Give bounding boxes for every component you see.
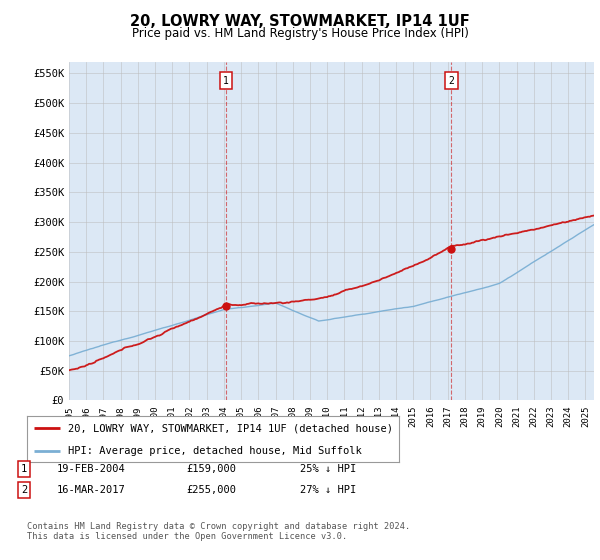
Text: Price paid vs. HM Land Registry's House Price Index (HPI): Price paid vs. HM Land Registry's House … [131, 27, 469, 40]
Text: 25% ↓ HPI: 25% ↓ HPI [300, 464, 356, 474]
Text: 1: 1 [21, 464, 27, 474]
Text: 27% ↓ HPI: 27% ↓ HPI [300, 485, 356, 495]
Text: 19-FEB-2004: 19-FEB-2004 [57, 464, 126, 474]
Text: 20, LOWRY WAY, STOWMARKET, IP14 1UF: 20, LOWRY WAY, STOWMARKET, IP14 1UF [130, 14, 470, 29]
Text: £159,000: £159,000 [186, 464, 236, 474]
Text: £255,000: £255,000 [186, 485, 236, 495]
Text: 2: 2 [21, 485, 27, 495]
Text: 2: 2 [448, 76, 454, 86]
Text: Contains HM Land Registry data © Crown copyright and database right 2024.
This d: Contains HM Land Registry data © Crown c… [27, 522, 410, 542]
Text: 1: 1 [223, 76, 229, 86]
Text: HPI: Average price, detached house, Mid Suffolk: HPI: Average price, detached house, Mid … [68, 446, 362, 455]
Text: 16-MAR-2017: 16-MAR-2017 [57, 485, 126, 495]
Text: 20, LOWRY WAY, STOWMARKET, IP14 1UF (detached house): 20, LOWRY WAY, STOWMARKET, IP14 1UF (det… [68, 423, 393, 433]
